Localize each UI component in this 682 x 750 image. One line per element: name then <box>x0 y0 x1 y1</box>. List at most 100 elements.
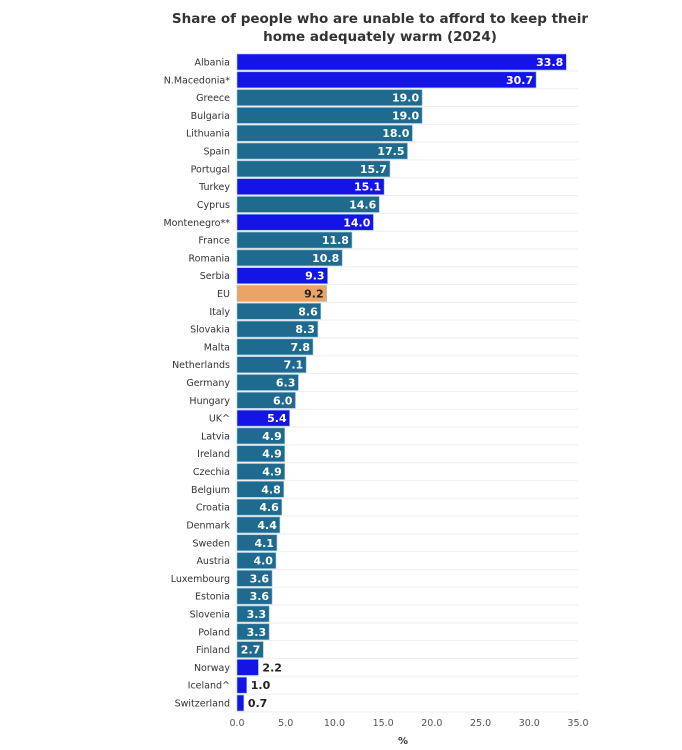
value-label: 14.6 <box>349 198 376 211</box>
bar <box>236 427 286 445</box>
category-label: France <box>198 236 230 247</box>
value-label: 4.8 <box>261 483 281 496</box>
category-label: Denmark <box>186 520 230 531</box>
value-label: 6.0 <box>273 394 293 407</box>
category-label: EU <box>217 289 230 300</box>
category-label: Finland <box>196 645 230 656</box>
category-label: Poland <box>198 627 230 638</box>
bar <box>236 374 299 391</box>
category-label: Greece <box>196 93 230 104</box>
category-label: Malta <box>204 342 230 353</box>
value-label: 33.8 <box>536 56 563 69</box>
value-label: 8.6 <box>298 305 318 318</box>
value-label: 2.2 <box>262 661 282 674</box>
bar <box>236 107 423 124</box>
bar <box>236 498 283 516</box>
bar <box>236 356 307 373</box>
value-label: 6.3 <box>276 377 296 390</box>
category-label: Bulgaria <box>191 111 230 122</box>
value-label: 30.7 <box>506 74 533 87</box>
category-label: Austria <box>196 556 230 567</box>
x-tick-label: 30.0 <box>519 718 540 729</box>
bar <box>236 659 259 676</box>
x-tick-label: 10.0 <box>324 718 345 729</box>
value-label: 14.0 <box>343 216 370 229</box>
bar <box>236 676 248 694</box>
value-label: 10.8 <box>312 252 339 265</box>
chart-title: Share of people who are unable to afford… <box>171 11 589 45</box>
bar <box>236 320 319 338</box>
category-label: Belgium <box>191 485 230 496</box>
category-label: Sweden <box>192 538 230 549</box>
category-label: Hungary <box>189 396 230 407</box>
category-label: Latvia <box>201 431 230 442</box>
category-label: UK^ <box>209 414 230 425</box>
value-label: 4.4 <box>257 519 277 532</box>
bar <box>236 178 385 195</box>
bar <box>236 463 286 480</box>
category-label: Lithuania <box>186 129 230 140</box>
value-label: 4.0 <box>253 555 273 568</box>
value-label: 4.9 <box>262 430 282 443</box>
category-label: N.Macedonia* <box>164 75 231 86</box>
category-label: Turkey <box>198 182 230 193</box>
value-label: 17.5 <box>377 145 404 158</box>
value-label: 15.1 <box>354 181 381 194</box>
category-label: Germany <box>186 378 230 389</box>
value-label: 19.0 <box>392 92 419 105</box>
value-label: 7.1 <box>284 359 304 372</box>
bar <box>236 587 273 605</box>
bar <box>236 694 245 712</box>
category-label: Croatia <box>196 503 230 514</box>
x-tick-label: 5.0 <box>278 718 293 729</box>
bar <box>236 445 286 463</box>
category-label: Romania <box>188 253 230 264</box>
x-tick-label: 35.0 <box>567 718 588 729</box>
value-label: 3.6 <box>250 572 270 585</box>
value-label: 11.8 <box>322 234 349 247</box>
bar <box>236 249 343 267</box>
category-label: Czechia <box>193 467 230 478</box>
category-label: Slovakia <box>190 325 230 336</box>
x-tick-label: 15.0 <box>373 718 394 729</box>
category-label: Italy <box>209 307 230 318</box>
value-label: 4.1 <box>254 537 274 550</box>
category-label: Netherlands <box>172 360 230 371</box>
category-label: Iceland^ <box>188 681 230 692</box>
bar <box>236 285 327 302</box>
bar <box>236 338 314 356</box>
category-label: Montenegro** <box>163 218 230 229</box>
value-label: 7.8 <box>290 341 310 354</box>
category-label: Switzerland <box>175 699 230 710</box>
value-label: 2.7 <box>241 644 261 657</box>
bar <box>236 142 408 160</box>
bar <box>236 196 380 213</box>
category-label: Luxembourg <box>171 574 230 585</box>
x-axis-label: % <box>398 736 409 747</box>
bar <box>236 53 567 71</box>
value-label: 15.7 <box>360 163 387 176</box>
value-label: 4.9 <box>262 448 282 461</box>
bar <box>236 481 285 498</box>
bar <box>236 213 374 231</box>
bar <box>236 89 423 106</box>
bar <box>236 409 290 427</box>
category-label: Cyprus <box>197 200 230 211</box>
category-label: Serbia <box>200 271 230 282</box>
value-label: 9.2 <box>304 287 324 300</box>
value-label: 8.3 <box>295 323 315 336</box>
bar <box>236 71 537 89</box>
bar <box>236 534 278 552</box>
category-label: Albania <box>195 58 230 69</box>
value-label: 4.6 <box>259 501 279 514</box>
x-tick-label: 0.0 <box>229 718 244 729</box>
bar <box>236 392 296 409</box>
bar <box>236 231 353 249</box>
bar <box>236 623 270 641</box>
value-label: 4.9 <box>262 466 282 479</box>
value-label: 3.6 <box>250 590 270 603</box>
bar <box>236 160 391 178</box>
bar <box>236 124 413 142</box>
bar <box>236 552 277 569</box>
